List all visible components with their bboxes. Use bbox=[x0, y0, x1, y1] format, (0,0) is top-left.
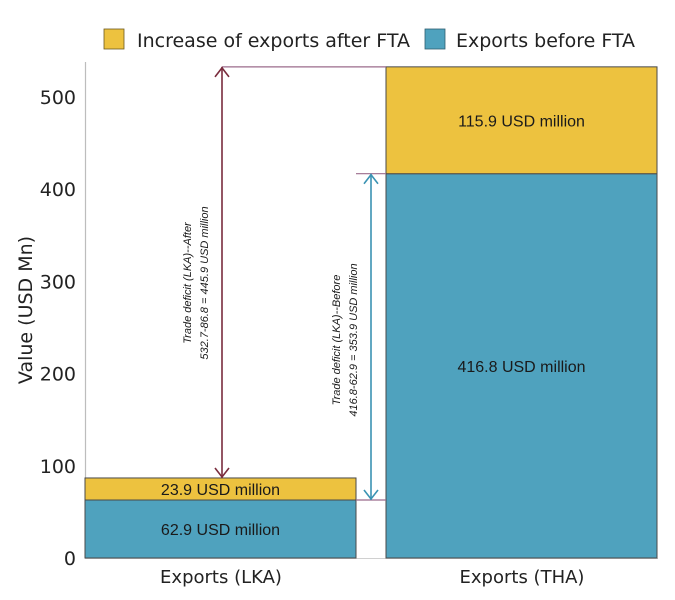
category-label-lka: Exports (LKA) bbox=[160, 567, 282, 588]
trade-deficit-after-arrow bbox=[214, 66, 230, 479]
trade-deficit-before-arrow bbox=[363, 173, 379, 501]
bar-segment-before-1 bbox=[385, 173, 658, 559]
trade-deficit-before-label: Trade deficit (LKA)--Before 416.8-62.9 = … bbox=[331, 263, 360, 416]
legend-swatch-increase bbox=[103, 28, 125, 50]
bar-value-label: 416.8 USD million bbox=[457, 359, 585, 376]
bar-segment-before-0 bbox=[84, 499, 357, 559]
category-label-tha: Exports (THA) bbox=[460, 567, 585, 588]
y-tick-label: 200 bbox=[40, 364, 76, 386]
annotations: Trade deficit (LKA)--After 532.7-86.8 = 4… bbox=[182, 66, 386, 501]
bar-segment-increase-0 bbox=[84, 477, 357, 501]
y-tick-label: 100 bbox=[40, 456, 76, 478]
y-tick-label: 400 bbox=[40, 179, 76, 201]
legend-label-before: Exports before FTA bbox=[456, 30, 635, 52]
y-tick-label: 0 bbox=[64, 548, 76, 570]
bar-segment-increase-1 bbox=[385, 66, 658, 175]
legend: Increase of exports after FTA Exports be… bbox=[103, 28, 635, 52]
bar-value-label: 62.9 USD million bbox=[161, 522, 280, 539]
legend-label-increase: Increase of exports after FTA bbox=[137, 30, 410, 52]
y-tick-label: 500 bbox=[40, 87, 76, 109]
y-tick-label: 300 bbox=[40, 271, 76, 293]
bars: 62.9 USD million 23.9 USD million 416.8 US… bbox=[84, 66, 658, 559]
y-axis-title: Value (USD Mn) bbox=[15, 236, 37, 384]
bar-value-label: 23.9 USD million bbox=[161, 482, 280, 499]
trade-deficit-after-label: Trade deficit (LKA)--After 532.7-86.8 = 4… bbox=[182, 206, 211, 359]
legend-swatch-before bbox=[424, 28, 446, 50]
bar-value-label: 115.9 USD million bbox=[458, 113, 585, 130]
y-ticks: 0 100 200 300 400 500 bbox=[40, 87, 76, 570]
